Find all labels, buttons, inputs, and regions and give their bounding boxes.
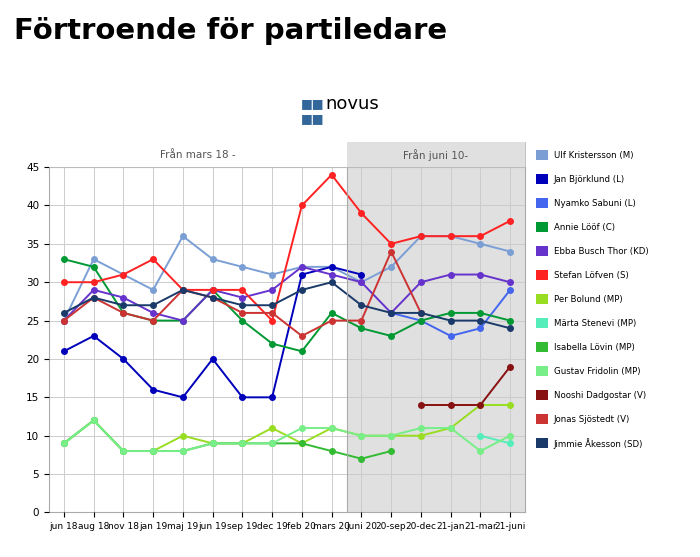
Text: Märta Stenevi (MP): Märta Stenevi (MP) xyxy=(554,319,636,328)
Text: Förtroende för partiledare: Förtroende för partiledare xyxy=(14,17,447,45)
Text: Jimmie Åkesson (SD): Jimmie Åkesson (SD) xyxy=(554,438,643,449)
Text: Från juni 10-: Från juni 10- xyxy=(403,149,468,160)
Text: Annie Lööf (C): Annie Lööf (C) xyxy=(554,223,615,232)
Bar xyxy=(346,167,525,512)
Text: Jan Björklund (L): Jan Björklund (L) xyxy=(554,175,625,184)
Text: Ebba Busch Thor (KD): Ebba Busch Thor (KD) xyxy=(554,247,648,256)
Text: Per Bolund (MP): Per Bolund (MP) xyxy=(554,295,622,304)
Text: Gustav Fridolin (MP): Gustav Fridolin (MP) xyxy=(554,367,640,376)
Text: Isabella Lövin (MP): Isabella Lövin (MP) xyxy=(554,343,634,352)
Text: Jonas Sjöstedt (V): Jonas Sjöstedt (V) xyxy=(554,415,630,424)
Text: Stefan Löfven (S): Stefan Löfven (S) xyxy=(554,271,629,280)
Text: Nooshi Dadgostar (V): Nooshi Dadgostar (V) xyxy=(554,391,646,400)
Text: Från mars 18 -: Från mars 18 - xyxy=(160,150,236,159)
Bar xyxy=(49,167,346,512)
Text: Ulf Kristersson (M): Ulf Kristersson (M) xyxy=(554,152,634,160)
Text: ■■
■■: ■■ ■■ xyxy=(301,97,325,125)
Text: novus: novus xyxy=(326,95,379,113)
Text: Nyamko Sabuni (L): Nyamko Sabuni (L) xyxy=(554,199,636,208)
